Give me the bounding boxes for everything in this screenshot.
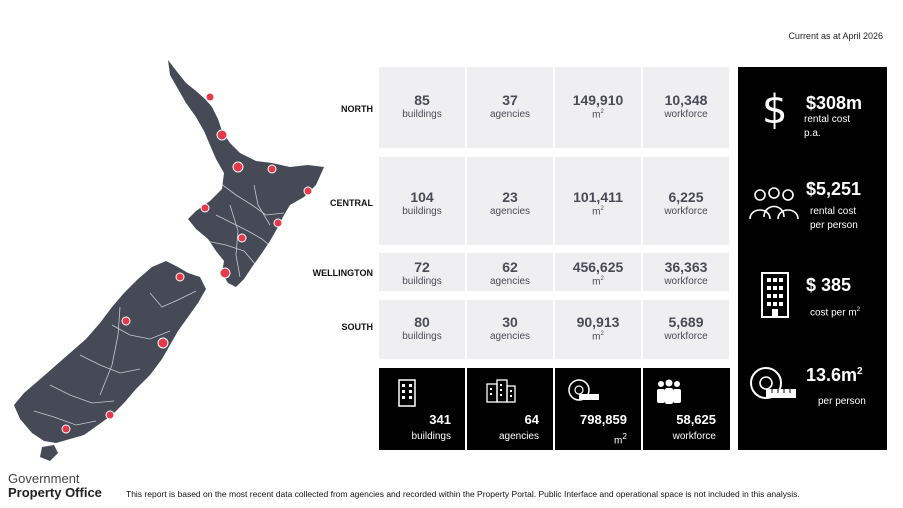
group-icon bbox=[749, 187, 799, 220]
total-agencies: 64 bbox=[524, 412, 539, 427]
central-agencies-cell: 23 agencies bbox=[467, 157, 553, 245]
north-agencies: 37 bbox=[502, 92, 518, 108]
total-area: 798,859 bbox=[580, 412, 627, 427]
cost-per-person-stat: $5,251 rental cost per person bbox=[738, 175, 887, 245]
rental-cost-value: $308m bbox=[806, 93, 863, 113]
marker bbox=[175, 272, 185, 282]
marker bbox=[105, 410, 115, 420]
south-workforce-cell: 5,689 workforce bbox=[643, 300, 729, 359]
central-workforce-cell: 6,225 workforce bbox=[643, 157, 729, 245]
marker bbox=[237, 233, 247, 243]
total-agencies-cell: 64 agencies bbox=[467, 368, 553, 450]
marker bbox=[219, 267, 231, 279]
region-label-north: NORTH bbox=[341, 104, 373, 114]
wellington-area-cell: 456,625 m2 bbox=[555, 253, 641, 291]
logo-line2: Property Office bbox=[8, 485, 102, 500]
cost-per-m2-value: $ 385 bbox=[806, 275, 852, 295]
sqm-per-person-label: per person bbox=[818, 396, 866, 407]
north-island bbox=[168, 60, 324, 287]
total-buildings-cell: 341 buildings bbox=[379, 368, 465, 450]
north-buildings-cell: 85 buildings bbox=[379, 67, 465, 148]
marker bbox=[303, 186, 313, 196]
wellington-agencies-cell: 62 agencies bbox=[467, 253, 553, 291]
central-area: 101,411 bbox=[573, 189, 623, 205]
central-workforce: 6,225 bbox=[668, 189, 704, 205]
region-label-wellington: WELLINGTON bbox=[312, 268, 373, 278]
north-agencies-cell: 37 agencies bbox=[467, 67, 553, 148]
region-label-south: SOUTH bbox=[341, 322, 374, 332]
office-building-icon bbox=[761, 272, 789, 318]
wellington-workforce: 36,363 bbox=[664, 259, 708, 275]
building-icon bbox=[398, 379, 416, 407]
summary-panel: $ $308m rental cost p.a. $5,251 rental c… bbox=[738, 67, 887, 450]
total-workforce: 58,625 bbox=[676, 412, 716, 427]
buildings-icon bbox=[486, 379, 516, 403]
central-agencies: 23 bbox=[502, 189, 518, 205]
cost-per-m2-label: cost per m2 bbox=[810, 307, 861, 319]
total-buildings: 341 bbox=[429, 412, 451, 427]
nz-map bbox=[14, 60, 324, 461]
marker bbox=[200, 203, 210, 213]
cost-per-m2-stat: $ 385 cost per m2 bbox=[738, 267, 887, 337]
south-workforce: 5,689 bbox=[668, 314, 704, 330]
dollar-icon: $ bbox=[762, 87, 788, 133]
footnote: This report is based on the most recent … bbox=[126, 489, 800, 499]
marker bbox=[216, 129, 228, 141]
current-as-at: Current as at April 2026 bbox=[788, 31, 883, 41]
marker bbox=[273, 218, 283, 228]
total-area-cell: 798,859 m2 bbox=[555, 368, 641, 450]
sqm-per-person-stat: 13.6m2 per person bbox=[738, 357, 887, 437]
north-workforce-cell: 10,348 workforce bbox=[643, 67, 729, 148]
marker bbox=[157, 337, 169, 349]
central-area-cell: 101,411 m2 bbox=[555, 157, 641, 245]
north-area: 149,910 bbox=[572, 92, 624, 108]
people-icon bbox=[657, 379, 681, 404]
south-island bbox=[14, 261, 206, 443]
wellington-area: 456,625 bbox=[572, 259, 624, 275]
wellington-buildings: 72 bbox=[414, 259, 430, 275]
measuring-tape-icon bbox=[750, 367, 796, 399]
sqm-per-person-value: 13.6m2 bbox=[806, 365, 863, 385]
cost-per-person-label2: per person bbox=[810, 220, 858, 231]
marker bbox=[267, 164, 277, 174]
marker bbox=[61, 424, 71, 434]
stewart-island bbox=[40, 445, 58, 461]
north-area-cell: 149,910 m2 bbox=[555, 67, 641, 148]
wellington-workforce-cell: 36,363 workforce bbox=[643, 253, 729, 291]
central-buildings: 104 bbox=[410, 189, 434, 205]
region-label-central: CENTRAL bbox=[330, 198, 373, 208]
south-buildings-cell: 80 buildings bbox=[379, 300, 465, 359]
tape-measure-icon bbox=[568, 379, 599, 401]
south-area: 90,913 bbox=[576, 314, 620, 330]
rental-cost-stat: $ $308m rental cost p.a. bbox=[738, 87, 887, 157]
south-area-cell: 90,913 m2 bbox=[555, 300, 641, 359]
marker bbox=[121, 316, 131, 326]
south-agencies-cell: 30 agencies bbox=[467, 300, 553, 359]
total-workforce-cell: 58,625 workforce bbox=[643, 368, 730, 450]
marker bbox=[232, 161, 244, 173]
wellington-agencies: 62 bbox=[502, 259, 518, 275]
rental-cost-label: rental cost p.a. bbox=[804, 114, 851, 139]
cost-per-person-label1: rental cost bbox=[810, 206, 857, 217]
north-buildings: 85 bbox=[414, 92, 430, 108]
marker bbox=[205, 92, 215, 102]
central-buildings-cell: 104 buildings bbox=[379, 157, 465, 245]
cost-per-person-value: $5,251 bbox=[806, 179, 862, 199]
south-agencies: 30 bbox=[502, 314, 518, 330]
south-buildings: 80 bbox=[414, 314, 430, 330]
wellington-buildings-cell: 72 buildings bbox=[379, 253, 465, 291]
logo-line1: Government bbox=[8, 471, 80, 486]
north-workforce: 10,348 bbox=[664, 92, 708, 108]
